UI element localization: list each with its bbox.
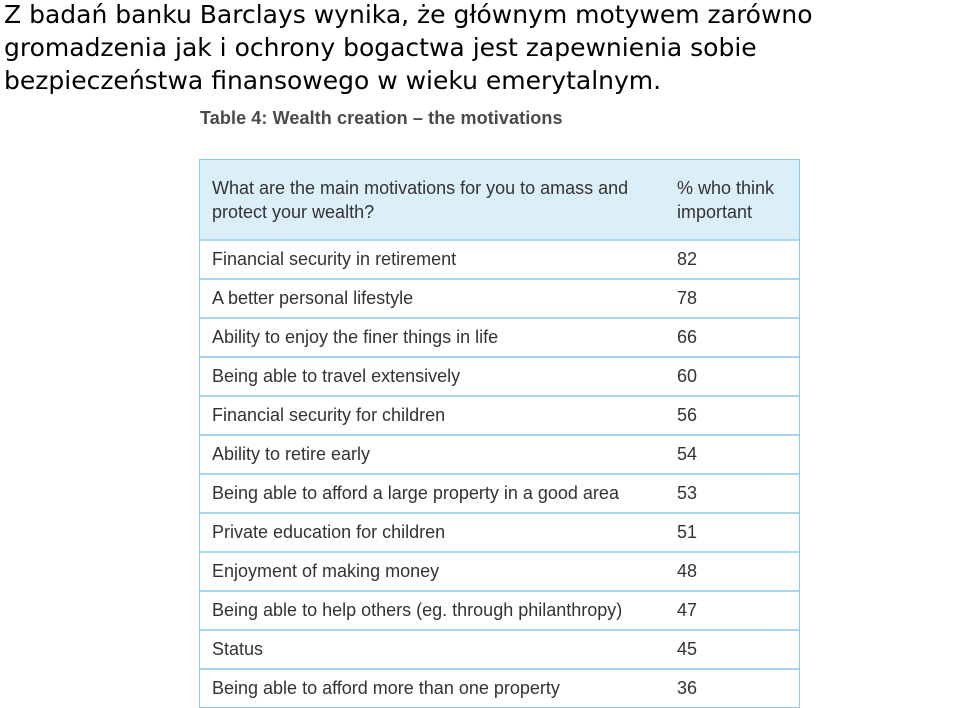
row-label: Enjoyment of making money bbox=[200, 551, 677, 591]
table-title: Table 4: Wealth creation – the motivatio… bbox=[200, 108, 563, 128]
row-label: Ability to retire early bbox=[200, 434, 677, 474]
row-value: 56 bbox=[677, 395, 799, 435]
row-label: Status bbox=[200, 629, 677, 669]
table-row: Financial security in retirement 82 bbox=[200, 239, 799, 279]
table-body: Financial security in retirement 82 A bett… bbox=[200, 239, 799, 707]
row-value: 54 bbox=[677, 434, 799, 474]
row-value: 48 bbox=[677, 551, 799, 591]
row-value: 78 bbox=[677, 278, 799, 318]
row-value: 60 bbox=[677, 356, 799, 396]
table-row: Being able to afford a large property in… bbox=[200, 473, 799, 513]
row-value: 53 bbox=[677, 473, 799, 513]
row-value: 51 bbox=[677, 512, 799, 552]
table-row: Being able to help others (eg. through p… bbox=[200, 590, 799, 630]
table-row: Being able to travel extensively 60 bbox=[200, 356, 799, 396]
table-row: Ability to enjoy the finer things in lif… bbox=[200, 317, 799, 357]
table-row: A better personal lifestyle 78 bbox=[200, 278, 799, 318]
row-label: Financial security for children bbox=[200, 395, 677, 435]
row-label: Being able to afford a large property in… bbox=[200, 473, 677, 513]
row-value: 45 bbox=[677, 629, 799, 669]
row-label: Being able to afford more than one prope… bbox=[200, 668, 677, 707]
table-row: Being able to afford more than one prope… bbox=[200, 668, 799, 707]
row-value: 36 bbox=[677, 668, 799, 707]
table-row: Ability to retire early 54 bbox=[200, 434, 799, 474]
table-header-row: What are the main motivations for you to… bbox=[200, 160, 799, 240]
row-label: Being able to travel extensively bbox=[200, 356, 677, 396]
row-label: Financial security in retirement bbox=[200, 239, 677, 279]
table-row: Private education for children 51 bbox=[200, 512, 799, 552]
intro-paragraph: Z badań banku Barclays wynika, że główny… bbox=[4, 0, 813, 95]
row-value: 82 bbox=[677, 239, 799, 279]
table-row: Financial security for children 56 bbox=[200, 395, 799, 435]
row-label: Private education for children bbox=[200, 512, 677, 552]
row-value: 66 bbox=[677, 317, 799, 357]
row-label: A better personal lifestyle bbox=[200, 278, 677, 318]
table-row: Enjoyment of making money 48 bbox=[200, 551, 799, 591]
row-label: Being able to help others (eg. through p… bbox=[200, 590, 677, 630]
table-row: Status 45 bbox=[200, 629, 799, 669]
header-percent: % who think important bbox=[677, 160, 799, 240]
row-label: Ability to enjoy the finer things in lif… bbox=[200, 317, 677, 357]
row-value: 47 bbox=[677, 590, 799, 630]
motivations-table: What are the main motivations for you to… bbox=[199, 159, 800, 708]
header-question: What are the main motivations for you to… bbox=[200, 160, 677, 240]
